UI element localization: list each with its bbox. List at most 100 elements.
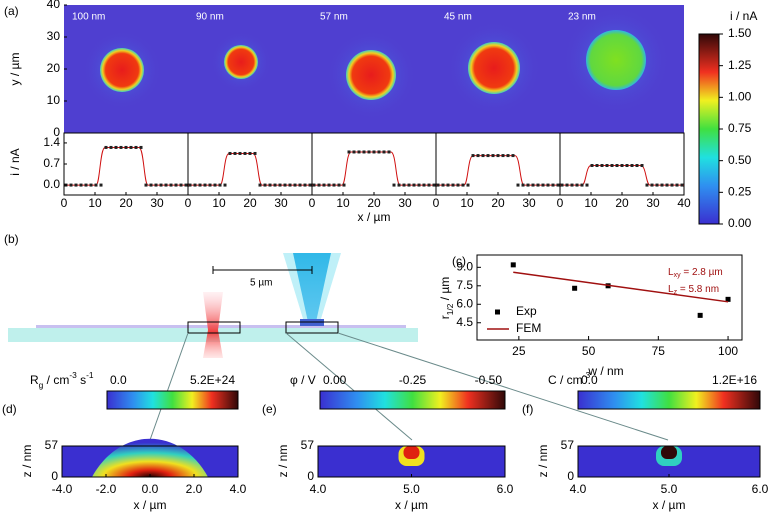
profile-point bbox=[154, 183, 158, 187]
profile-point bbox=[312, 183, 316, 187]
point bbox=[510, 262, 516, 268]
map-label: 45 nm bbox=[444, 12, 472, 23]
x-tick-label: 0 bbox=[433, 196, 440, 210]
profile-point bbox=[556, 183, 560, 187]
panel-label: (f) bbox=[522, 402, 533, 416]
profile-frame bbox=[311, 132, 437, 196]
y-tick-label: 0 bbox=[567, 469, 574, 483]
x-tick-label: 10 bbox=[336, 196, 350, 210]
profile-point bbox=[288, 183, 292, 187]
text-part: -3 bbox=[69, 370, 77, 380]
profile-point bbox=[278, 183, 282, 187]
y-tick-label: 40 bbox=[47, 0, 61, 11]
profile-point bbox=[526, 183, 530, 187]
colorbar-tick-label: 0.0 bbox=[581, 373, 598, 387]
profile-point bbox=[436, 183, 440, 187]
legend-label: FEM bbox=[516, 321, 541, 335]
colorbar-tick-label: 1.2E+16 bbox=[712, 373, 757, 387]
profile-point bbox=[218, 183, 222, 187]
profile-point bbox=[357, 150, 361, 154]
text-part: / µm bbox=[438, 277, 452, 304]
profile-point bbox=[615, 164, 619, 168]
x-axis-label: x / µm bbox=[395, 498, 428, 512]
text-part: R bbox=[30, 373, 39, 387]
text-part: g bbox=[39, 380, 44, 390]
map-label: 100 nm bbox=[72, 12, 105, 23]
profile-frame bbox=[187, 132, 313, 196]
profile-point bbox=[144, 183, 148, 187]
profile-point bbox=[605, 164, 609, 168]
x-tick-label: 0.0 bbox=[142, 482, 159, 496]
panel-label: (c) bbox=[452, 254, 466, 268]
field-core bbox=[403, 446, 420, 459]
profile-point bbox=[129, 145, 133, 149]
profile-point bbox=[476, 154, 480, 158]
profile-point bbox=[169, 183, 173, 187]
text-part: z bbox=[674, 289, 678, 296]
colorbar bbox=[106, 390, 239, 410]
profile-point bbox=[501, 154, 505, 158]
x-axis-label: x / µm bbox=[134, 498, 167, 512]
profile-line bbox=[188, 152, 312, 186]
profile-point bbox=[595, 164, 599, 168]
profile-point bbox=[243, 151, 247, 155]
y-tick-label: 57 bbox=[561, 438, 575, 452]
profile-point bbox=[213, 183, 217, 187]
colorbar-tick-label: 0.0 bbox=[110, 373, 127, 387]
profile-point bbox=[298, 183, 302, 187]
spot bbox=[224, 45, 258, 79]
y-tick-label: 0 bbox=[51, 469, 58, 483]
profile-point bbox=[74, 183, 78, 187]
x-tick-label: 20 bbox=[491, 196, 505, 210]
plot-frame bbox=[476, 254, 743, 341]
profile-point bbox=[159, 183, 163, 187]
zoom-line bbox=[285, 332, 413, 441]
panel-label: (e) bbox=[262, 402, 277, 416]
colorbar bbox=[698, 33, 720, 225]
x-tick-label: 30 bbox=[646, 196, 660, 210]
spot bbox=[100, 48, 144, 92]
annotation: Lz = 5.8 nm bbox=[668, 284, 719, 297]
profile-point bbox=[446, 183, 450, 187]
colorbar-label: C / cm-3 bbox=[548, 370, 590, 387]
profile-point bbox=[670, 183, 674, 187]
profile-point bbox=[253, 151, 257, 155]
profile-point bbox=[139, 145, 143, 149]
panel-label: (a) bbox=[4, 4, 19, 18]
profile-point bbox=[119, 145, 123, 149]
profile-point bbox=[268, 183, 272, 187]
profile-point bbox=[635, 164, 639, 168]
profile-point bbox=[149, 183, 153, 187]
colorbar-tick-label: 0.75 bbox=[728, 121, 752, 135]
profile-point bbox=[273, 183, 277, 187]
profile-point bbox=[362, 150, 366, 154]
profile-point bbox=[308, 183, 312, 187]
x-tick-label: 25 bbox=[512, 344, 526, 358]
x-tick-label: 0 bbox=[557, 196, 564, 210]
profile-point bbox=[99, 183, 103, 187]
profile-point bbox=[198, 183, 202, 187]
profile-point bbox=[228, 151, 232, 155]
profile-point bbox=[342, 183, 346, 187]
profile-point bbox=[184, 183, 188, 187]
y-axis-label: z / nm bbox=[536, 445, 550, 478]
profile-point bbox=[496, 154, 500, 158]
text-part: L bbox=[668, 284, 674, 295]
colorbar-tick-label: 0.25 bbox=[728, 185, 752, 199]
annotation: Lxy = 2.8 µm bbox=[668, 267, 723, 280]
y-tick-label: 4.5 bbox=[456, 315, 473, 329]
spot bbox=[586, 30, 646, 90]
profile-point bbox=[322, 183, 326, 187]
point bbox=[725, 296, 731, 302]
zoom-box bbox=[285, 321, 339, 334]
profile-point bbox=[124, 145, 128, 149]
field-shape bbox=[92, 438, 208, 477]
profile-point bbox=[575, 183, 579, 187]
colorbar-label: i / nA bbox=[730, 9, 757, 23]
profile-line bbox=[560, 165, 684, 186]
profile-point bbox=[263, 183, 267, 187]
profile-point bbox=[347, 150, 351, 154]
profile-point bbox=[650, 183, 654, 187]
x-tick-label: 0 bbox=[185, 196, 192, 210]
profile-point bbox=[407, 183, 411, 187]
